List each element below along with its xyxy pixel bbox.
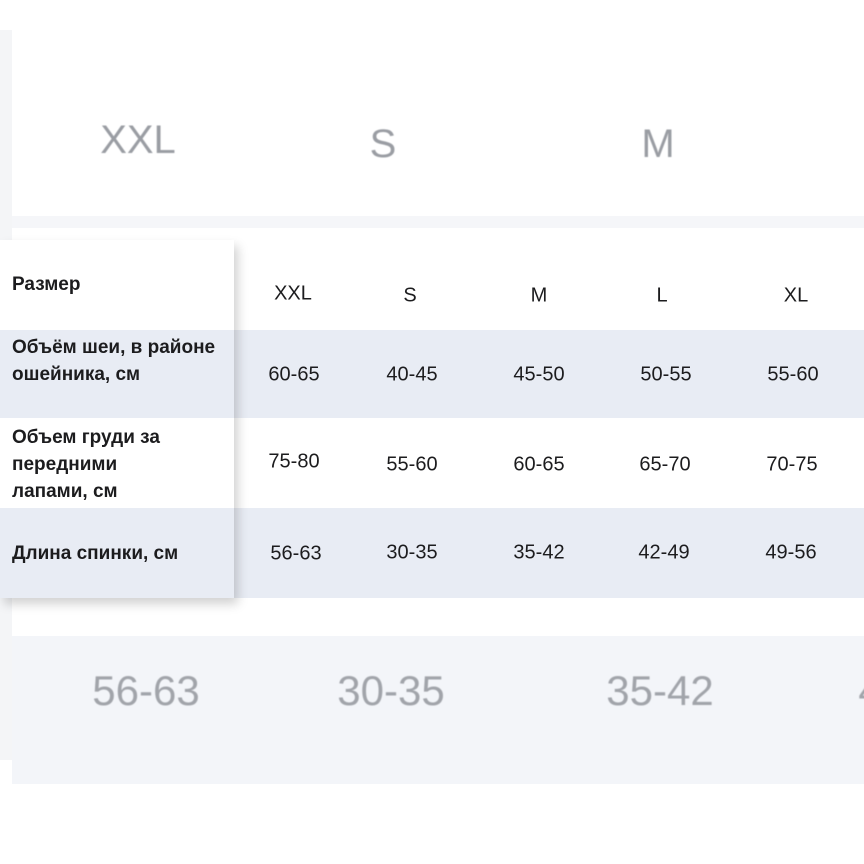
table-cell: 49-56 [765,541,817,564]
header-label: Размер [12,274,81,295]
bg-value: 4 [858,667,864,715]
size-header: M [530,284,548,307]
table-cell: 42-49 [638,541,690,564]
row-label-chest: Объем груди за передними лапами, см [12,427,160,502]
label-row-tint [0,508,234,598]
table-cell: 30-35 [386,541,438,564]
table-cell: 55-60 [386,453,438,476]
table-cell: 65-70 [639,453,691,476]
row-label-neck: Объём шеи, в районе ошейника, см [12,337,216,385]
background-bottom-row [12,636,864,784]
background-band [12,216,864,228]
bg-size-m: M [641,122,675,166]
bg-size-s: S [369,122,397,166]
size-header: L [656,284,668,307]
table-cell: 75-80 [268,450,320,473]
bg-value: 35-42 [606,667,714,714]
table-cell: 40-45 [386,363,438,386]
size-header: XXL [274,282,312,305]
table-cell: 50-55 [640,363,692,386]
table-cell: 56-63 [270,542,322,565]
table-cell: 45-50 [513,363,565,386]
table-cell: 55-60 [767,363,819,386]
row-label-back: Длина спинки, см [12,543,179,564]
table-cell: 70-75 [766,453,818,476]
bg-value: 56-63 [92,667,200,714]
table-cell: 35-42 [513,541,565,564]
label-row-tint [0,330,234,418]
bg-size-xxl: XXL [100,118,176,162]
table-cell: 60-65 [268,363,320,386]
background-header: XXL S M [12,0,864,215]
table-cell: 60-65 [513,453,565,476]
size-header: XL [783,284,809,307]
label-column: Размер Объём шеи, в районе ошейника, см … [0,240,234,598]
bg-value: 30-35 [337,667,445,714]
size-header: S [403,284,417,307]
